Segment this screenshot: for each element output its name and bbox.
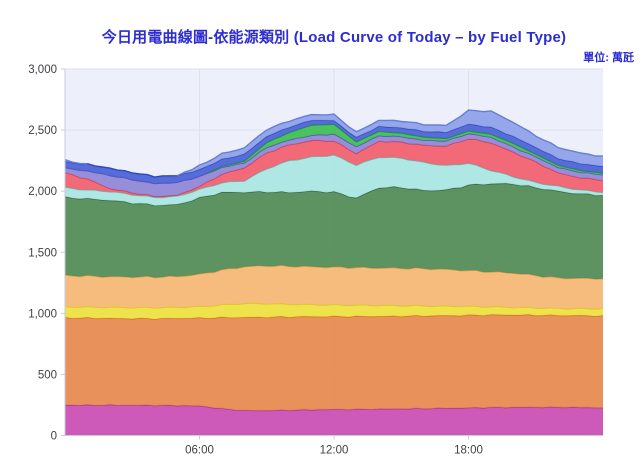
x-axis: 06:00 12:00 18:00 (185, 435, 483, 457)
chart-header: 今日用電曲線圖-依能源類別 (Load Curve of Today – by … (65, 0, 634, 64)
area-band-peach (65, 265, 603, 309)
area-stack (64, 109, 604, 436)
line-band-periwinkle (64, 109, 604, 177)
y-tick-label: 2,500 (28, 125, 57, 137)
x-tick-label: 18:00 (454, 445, 483, 457)
area-band-magenta (65, 404, 603, 436)
y-axis: 0 500 1,000 1,500 2,000 2,500 3,000 (28, 64, 65, 443)
y-tick-label: 3,000 (28, 64, 57, 76)
unit-label: 單位: 萬瓩 (583, 52, 634, 64)
area-band-cyan (65, 154, 603, 206)
y-tick-label: 1,500 (28, 247, 57, 259)
y-tick-label: 500 (38, 369, 57, 381)
x-tick-label: 12:00 (320, 445, 349, 457)
y-tick-label: 2,000 (28, 186, 57, 198)
y-tick-label: 1,000 (28, 308, 57, 320)
area-band-yellow (65, 302, 603, 320)
area-band-red (65, 139, 603, 198)
chart-title: 今日用電曲線圖-依能源類別 (Load Curve of Today – by … (101, 29, 567, 46)
area-band-lavender (65, 133, 603, 197)
area-band-orange (65, 314, 603, 411)
y-tick-label: 0 (51, 431, 57, 443)
area-band-dark-green (65, 183, 603, 280)
x-tick-label: 06:00 (185, 445, 214, 457)
